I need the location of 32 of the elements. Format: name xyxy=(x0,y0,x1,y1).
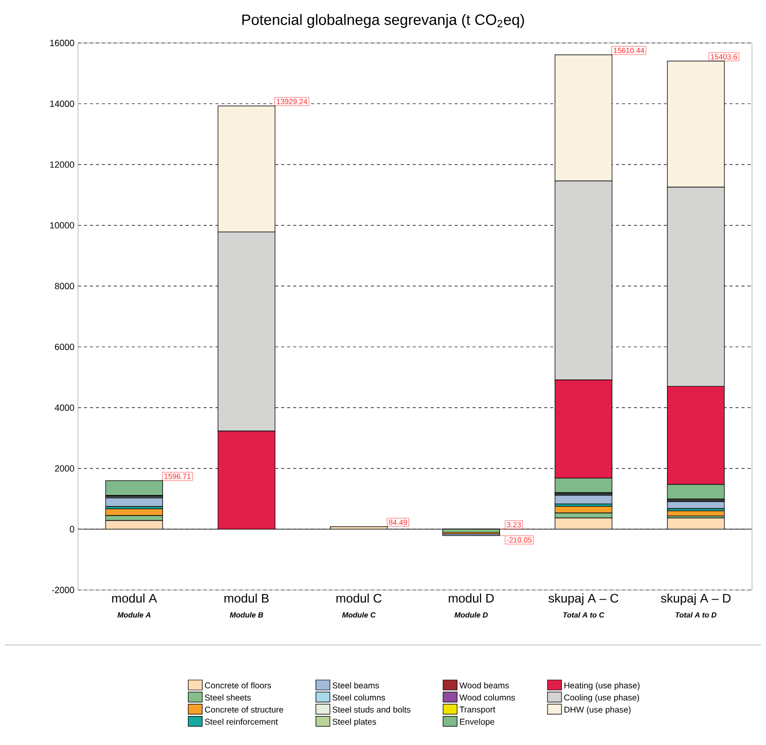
x-tick-label: skupaj A – D xyxy=(660,594,731,606)
legend-label: Steel studs and bolts xyxy=(332,706,410,713)
x-tick-label: modul A xyxy=(112,594,157,603)
legend-label: Concrete of floors xyxy=(204,682,272,688)
legend-label: Heating (use phase) xyxy=(564,682,640,690)
y-tick-label: 10000 xyxy=(50,222,74,228)
y-tick-label: 6000 xyxy=(54,344,74,350)
y-tick-label: 16000 xyxy=(50,40,74,46)
x-tick-label: modul B xyxy=(224,594,269,603)
legend-label: Transport xyxy=(460,706,496,714)
legend-label: Wood beams xyxy=(459,682,509,688)
legend-label: Wood columns xyxy=(459,694,515,701)
legend-label: Steel beams xyxy=(332,682,379,688)
chart-title: Potencial globalnega segrevanja (t CO$_{2}$eq) xyxy=(242,14,524,28)
legend-label: Steel plates xyxy=(332,718,376,726)
y-tick-label: 0 xyxy=(70,526,74,532)
y-tick-label: 12000 xyxy=(50,161,74,168)
legend-label: Concrete of structure xyxy=(204,706,284,713)
legend-label: Steel reinforcement xyxy=(204,718,278,725)
x-tick-label: skupaj A – C xyxy=(548,594,618,606)
legend-label: Envelope xyxy=(460,718,494,726)
y-tick-label: 14000 xyxy=(50,100,74,107)
y-tick-label: 4000 xyxy=(54,404,74,411)
y-tick-label: 8000 xyxy=(54,282,74,290)
legend-label: Steel sheets xyxy=(204,694,251,701)
legend-label: Cooling (use phase) xyxy=(564,694,640,702)
x-tick-label: modul D xyxy=(448,594,494,603)
x-tick-label: modul C xyxy=(336,594,382,603)
y-tick-label: 2000 xyxy=(54,465,74,472)
legend-label: DHW (use phase) xyxy=(564,706,631,714)
y-tick-label: -2000 xyxy=(52,586,74,594)
legend-label: Steel columns xyxy=(332,694,386,701)
